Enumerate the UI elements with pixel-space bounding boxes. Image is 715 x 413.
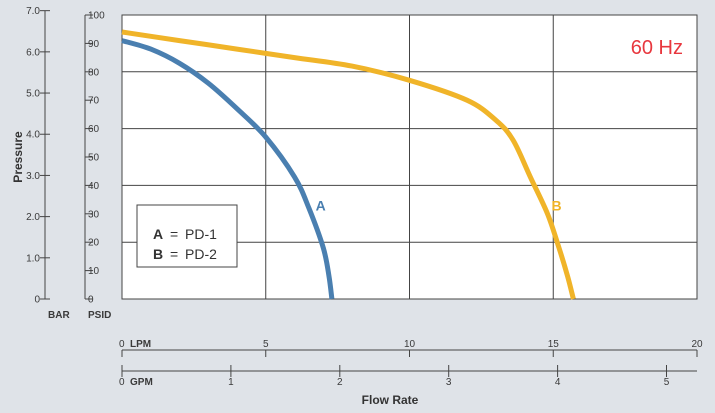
psid-tick-label: 20: [88, 238, 100, 249]
legend-key: A: [153, 226, 163, 242]
bar-tick-label: 5.0: [26, 89, 40, 100]
series-a-label: A: [316, 197, 326, 213]
frequency-label: 60 Hz: [631, 37, 683, 59]
gpm-tick-label: 1: [228, 377, 234, 388]
psid-tick-label: 100: [88, 11, 105, 22]
lpm-tick-label: 10: [404, 339, 416, 350]
bar-tick-label: 3.0: [26, 171, 40, 182]
gpm-tick-label: 0: [119, 377, 125, 388]
gpm-tick-label: 4: [555, 377, 561, 388]
legend-text: PD-1: [185, 226, 217, 242]
psid-tick-label: 80: [88, 67, 100, 78]
legend-equals: =: [170, 226, 178, 242]
gpm-tick-label: 2: [337, 377, 343, 388]
gpm-tick-label: 3: [446, 377, 452, 388]
psid-tick-label: 60: [88, 124, 100, 135]
legend-box: [136, 204, 238, 268]
gpm-unit-label: GPM: [130, 377, 153, 388]
y-axis-title: Pressure: [11, 131, 25, 183]
series-b-line: [121, 29, 576, 300]
plot-border: [121, 14, 698, 300]
lpm-unit-label: LPM: [130, 339, 151, 350]
bar-tick-label: 4.0: [26, 130, 40, 141]
gpm-tick-label: 5: [664, 377, 670, 388]
grid-lines: [122, 15, 697, 299]
bar-tick-label: 6.0: [26, 47, 40, 58]
x-axis-title: Flow Rate: [362, 393, 419, 407]
psid-tick-label: 90: [88, 39, 100, 50]
bar-tick-label: 2.0: [26, 212, 40, 223]
psid-tick-label: 70: [88, 96, 100, 107]
lpm-tick-label: 20: [691, 339, 703, 350]
psid-unit-label: PSID: [88, 310, 111, 321]
series-b-label: B: [552, 197, 562, 213]
psid-tick-label: 30: [88, 209, 100, 220]
series-a-line: [121, 38, 335, 300]
psid-tick-label: 50: [88, 153, 100, 164]
psid-tick-label: 0: [88, 295, 94, 306]
legend-key: B: [153, 246, 163, 262]
legend-equals: =: [170, 246, 178, 262]
axes: 0102030405060708090100PSID01.02.03.04.05…: [26, 6, 703, 388]
lpm-tick-label: 5: [263, 339, 269, 350]
lpm-tick-label: 0: [119, 339, 125, 350]
psid-tick-label: 10: [88, 266, 100, 277]
legend: A = PD-1 B = PD-2: [136, 204, 238, 268]
bar-tick-label: 1.0: [26, 253, 40, 264]
bar-tick-label: 7.0: [26, 6, 40, 17]
bar-unit-label: BAR: [48, 310, 70, 321]
legend-text: PD-2: [185, 246, 217, 262]
psid-tick-label: 40: [88, 181, 100, 192]
bar-tick-label: 0: [34, 295, 40, 306]
lpm-tick-label: 15: [548, 339, 560, 350]
